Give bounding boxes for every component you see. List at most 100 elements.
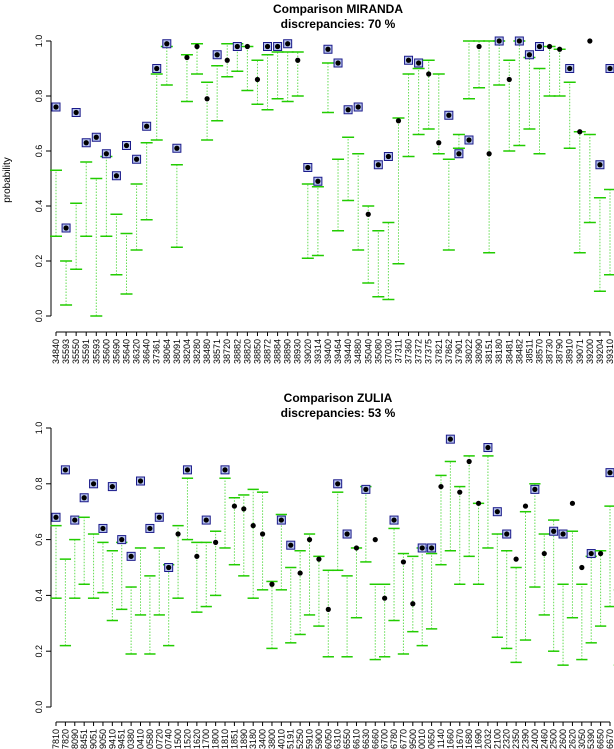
y-tick-label: 0.8 <box>34 478 44 491</box>
observed-point <box>156 514 162 520</box>
observed-point <box>385 153 391 160</box>
observed-point <box>363 486 369 492</box>
observed-point <box>569 500 576 506</box>
x-tick-label: 39314 <box>313 339 323 364</box>
observed-point <box>365 211 371 217</box>
x-tick-label: 58090 <box>70 729 80 749</box>
x-tick-label: 71690 <box>474 729 484 749</box>
observed-point <box>100 525 106 532</box>
x-tick-label: 36320 <box>132 339 142 364</box>
x-tick-label: 61890 <box>239 729 249 749</box>
x-tick-label: 38480 <box>202 339 212 364</box>
observed-point <box>295 57 301 63</box>
x-tick-label: 38790 <box>555 339 565 364</box>
x-tick-label: 38850 <box>252 339 262 364</box>
y-tick-label: 0.4 <box>34 200 44 213</box>
observed-point <box>62 467 68 473</box>
observed-point <box>275 43 281 50</box>
x-tick-label: 59451 <box>117 729 127 749</box>
x-tick-label: 38091 <box>172 339 182 364</box>
observed-point <box>269 581 275 587</box>
observed-point <box>109 483 115 490</box>
y-tick-label: 0.2 <box>34 645 44 658</box>
x-tick-label: 66310 <box>333 729 343 749</box>
x-tick-label: 71140 <box>436 729 446 749</box>
observed-point <box>567 65 573 72</box>
observed-point <box>485 444 491 451</box>
observed-point <box>335 60 341 66</box>
x-tick-label: 72400 <box>530 729 540 749</box>
x-tick-label: 72500 <box>549 729 559 749</box>
x-tick-label: 37901 <box>454 339 464 364</box>
observed-point <box>203 517 209 523</box>
x-tick-label: 73050 <box>577 729 587 749</box>
x-tick-label: 61700 <box>201 729 211 749</box>
observed-point <box>305 164 311 171</box>
x-tick-label: 66630 <box>361 729 371 749</box>
observed-point <box>410 601 416 607</box>
x-tick-label: 39400 <box>323 339 333 364</box>
observed-point <box>144 123 150 129</box>
observed-point <box>254 76 261 83</box>
observed-point <box>315 178 321 184</box>
x-tick-label: 37360 <box>404 339 414 364</box>
x-tick-label: 38180 <box>494 339 504 364</box>
x-tick-label: 60720 <box>154 729 164 749</box>
observed-point <box>166 564 172 571</box>
observed-point <box>222 467 228 473</box>
observed-point <box>184 467 191 473</box>
observed-point <box>428 545 435 551</box>
x-tick-label: 38064 <box>162 339 172 364</box>
x-tick-label: 35593 <box>61 339 71 364</box>
observed-point <box>486 151 492 157</box>
x-tick-label: 65191 <box>286 729 296 749</box>
observed-point <box>204 96 210 102</box>
observed-point <box>522 503 529 509</box>
x-tick-label: 71670 <box>455 729 465 749</box>
x-tick-label: 57820 <box>60 729 70 749</box>
observed-point <box>81 495 87 501</box>
observed-point <box>419 545 425 551</box>
observed-point <box>241 506 247 512</box>
observed-point <box>297 570 303 576</box>
x-tick-label: 61810 <box>220 729 230 749</box>
x-tick-label: 39464 <box>333 339 343 364</box>
observed-point <box>53 514 59 520</box>
observed-point <box>214 52 220 58</box>
x-tick-label: 57810 <box>51 729 61 749</box>
observed-point <box>90 481 97 487</box>
x-tick-label: 71680 <box>464 729 474 749</box>
observed-point <box>536 43 543 50</box>
x-tick-label: 38151 <box>484 339 494 364</box>
y-tick-label: 0.2 <box>34 255 44 268</box>
observed-point <box>306 537 313 543</box>
observed-point <box>133 156 140 162</box>
observed-point <box>250 523 256 529</box>
observed-point <box>353 545 360 551</box>
x-tick-label: 59051 <box>89 729 99 749</box>
x-tick-label: 35550 <box>71 339 81 364</box>
observed-point <box>532 486 538 492</box>
x-tick-label: 38022 <box>464 339 474 364</box>
observed-point <box>103 151 109 157</box>
observed-point <box>476 43 482 50</box>
observed-point <box>457 489 463 495</box>
observed-point <box>63 225 69 231</box>
x-tick-label: 61800 <box>211 729 221 749</box>
x-tick-label: 37361 <box>152 339 162 364</box>
y-tick-label: 1.0 <box>34 422 44 435</box>
observed-point <box>128 553 134 559</box>
observed-point <box>541 550 547 557</box>
observed-point <box>53 104 59 110</box>
observed-point <box>446 112 452 118</box>
observed-point <box>72 517 78 523</box>
x-tick-label: 61851 <box>229 729 239 749</box>
x-tick-label: 37375 <box>424 339 434 364</box>
observed-point <box>224 57 230 63</box>
observed-point <box>355 104 361 110</box>
observed-point <box>288 542 294 548</box>
observed-point <box>244 43 250 50</box>
observed-point <box>119 537 125 543</box>
x-tick-label: 38820 <box>242 339 252 364</box>
chart-miranda: Comparison MIRANDA discrepancies: 70 % p… <box>2 2 614 364</box>
